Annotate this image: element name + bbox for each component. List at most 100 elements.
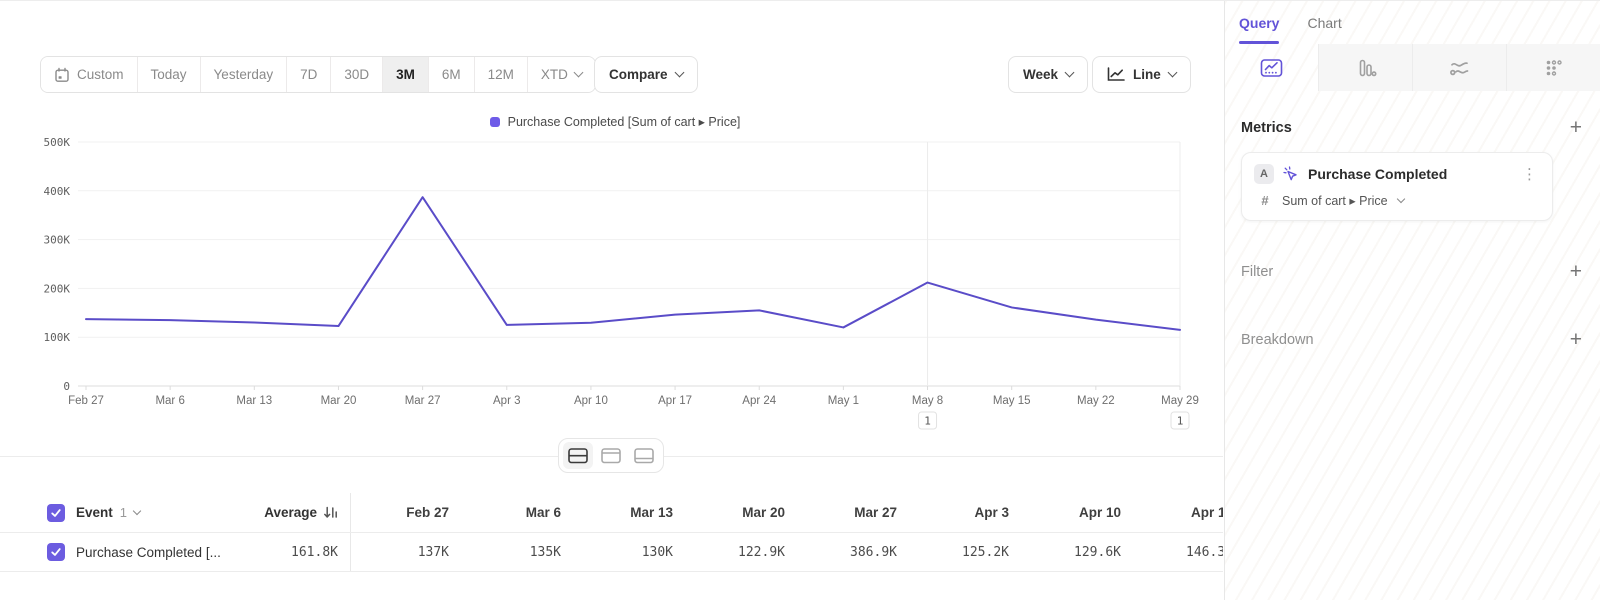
chart-legend: Purchase Completed [Sum of cart ▸ Price] xyxy=(30,114,1200,129)
event-header-label: Event xyxy=(76,505,113,520)
metric-card-event-row: A Purchase Completed ⋮ xyxy=(1254,164,1540,184)
table-row[interactable]: Purchase Completed [... 161.8K 137K 135K 1… xyxy=(0,533,1223,572)
y-axis-tick-label: 300K xyxy=(44,234,71,247)
row-label: Purchase Completed [... xyxy=(76,544,221,560)
table-cell-value: 129.6K xyxy=(1074,544,1121,560)
range-label: Today xyxy=(150,67,187,82)
add-filter-button[interactable]: + xyxy=(1569,260,1582,283)
range-xtd[interactable]: XTD xyxy=(526,57,595,92)
range-label: XTD xyxy=(540,67,568,82)
event-sparkle-icon xyxy=(1283,166,1297,181)
query-builder-sidebar: Query Chart xyxy=(1224,1,1600,600)
interval-select[interactable]: Week xyxy=(1008,56,1089,93)
tab-query-label: Query xyxy=(1239,14,1280,31)
annotation-count: 1 xyxy=(1177,415,1184,428)
metrics-section-header: Metrics + xyxy=(1241,117,1584,138)
funnels-icon xyxy=(1359,59,1376,76)
range-6m[interactable]: 6M xyxy=(427,57,474,92)
average-header-cell[interactable]: Average xyxy=(200,493,338,532)
x-axis-tick-label: May 8 xyxy=(912,395,943,407)
chevron-down-icon xyxy=(1064,67,1075,78)
range-custom[interactable]: Custom xyxy=(41,57,137,92)
interval-label: Week xyxy=(1023,67,1059,82)
x-axis-tick-label: Mar 20 xyxy=(321,395,357,407)
sidebar-tabs: Query Chart xyxy=(1225,1,1600,44)
annotation-badge[interactable] xyxy=(1170,411,1190,430)
line-chart[interactable]: 0 100K 200K 300K 400K 500K Feb 27 Mar 6 Mar 13 Ma… xyxy=(30,131,1200,431)
add-metric-button[interactable]: + xyxy=(1569,116,1582,139)
tab-flows[interactable] xyxy=(1412,44,1506,91)
metrics-title: Metrics xyxy=(1241,119,1292,136)
date-column-headers: Feb 27 Mar 6 Mar 13 Mar 20 Mar 27 Apr 3 Apr 10… xyxy=(351,493,1223,532)
tab-query[interactable]: Query xyxy=(1239,1,1280,44)
table-col-header[interactable]: Mar 27 xyxy=(854,505,897,520)
table-cell-value: 146.3K xyxy=(1186,544,1223,560)
table-col-header[interactable]: Feb 27 xyxy=(406,505,449,520)
range-12m[interactable]: 12M xyxy=(473,57,527,92)
event-header-cell[interactable]: Event 1 xyxy=(76,493,142,532)
x-axis-tick-label: Apr 3 xyxy=(493,395,521,407)
compare-label: Compare xyxy=(609,67,668,82)
tab-funnels[interactable] xyxy=(1318,44,1412,91)
split-view-icon xyxy=(568,447,588,463)
select-all-checkbox[interactable] xyxy=(47,503,65,522)
x-axis-tick-label: May 1 xyxy=(828,395,859,407)
table-col-header[interactable]: Mar 13 xyxy=(630,505,673,520)
date-range-group: Custom Today Yesterday 7D 30D 3M 6M 12M XTD xyxy=(40,56,596,93)
range-3m[interactable]: 3M xyxy=(382,57,428,92)
layout-table-only-button[interactable] xyxy=(629,442,659,469)
chevron-down-icon xyxy=(573,67,584,78)
tab-chart[interactable]: Chart xyxy=(1307,1,1341,44)
chart-type-select[interactable]: Line xyxy=(1092,56,1191,93)
annotation-badge[interactable] xyxy=(918,411,938,430)
metric-event-name: Purchase Completed xyxy=(1308,166,1448,182)
x-axis-tick-label: Apr 24 xyxy=(742,395,776,407)
table-header-row: Event 1 Average Feb 27 Mar 6 Mar 13 Mar 20 M… xyxy=(0,493,1223,533)
range-label: 30D xyxy=(344,67,370,82)
event-count: 1 xyxy=(119,505,127,520)
tab-chart-label: Chart xyxy=(1307,14,1342,31)
table-col-header[interactable]: Apr 3 xyxy=(974,505,1009,520)
insights-icon xyxy=(1260,58,1283,77)
numeric-aggregation-icon: # xyxy=(1261,193,1269,208)
range-7d[interactable]: 7D xyxy=(286,57,331,92)
breakdown-title: Breakdown xyxy=(1241,331,1314,348)
table-col-header[interactable]: Apr 17 xyxy=(1190,505,1223,520)
x-axis-tick-label: May 15 xyxy=(993,395,1031,407)
filter-title: Filter xyxy=(1241,263,1274,280)
y-axis-tick-label: 0 xyxy=(63,380,70,393)
range-label: 12M xyxy=(487,67,514,82)
add-breakdown-button[interactable]: + xyxy=(1569,328,1582,351)
layout-chart-only-button[interactable] xyxy=(596,442,626,469)
layout-split-view-button[interactable] xyxy=(563,442,593,469)
range-label: 6M xyxy=(441,67,461,82)
series-line[interactable] xyxy=(85,196,1181,331)
results-table: Event 1 Average Feb 27 Mar 6 Mar 13 Mar 20 M… xyxy=(0,456,1223,600)
metric-aggregation-row[interactable]: # Sum of cart ▸ Price xyxy=(1254,193,1540,208)
tab-insights[interactable] xyxy=(1225,44,1318,91)
y-axis-tick-label: 200K xyxy=(44,282,71,295)
average-value: 161.8K xyxy=(291,544,338,560)
line-chart-icon xyxy=(1107,67,1125,81)
compare-button[interactable]: Compare xyxy=(594,56,698,93)
y-axis-tick-label: 500K xyxy=(44,136,71,149)
table-cell-value: 137K xyxy=(417,544,449,560)
metric-options-kebab-icon[interactable]: ⋮ xyxy=(1522,165,1537,183)
sort-descending-icon xyxy=(324,506,337,518)
check-icon xyxy=(51,548,61,556)
metric-card[interactable]: A Purchase Completed ⋮ # Sum of cart ▸ P… xyxy=(1241,152,1553,221)
row-checkbox[interactable] xyxy=(47,543,65,561)
range-today[interactable]: Today xyxy=(136,57,200,92)
range-label: 3M xyxy=(396,67,415,82)
tab-retention[interactable] xyxy=(1506,44,1600,91)
breakdown-section-header: Breakdown + xyxy=(1241,329,1584,350)
y-axis-tick-label: 400K xyxy=(44,185,71,198)
table-col-header[interactable]: Apr 10 xyxy=(1078,505,1121,520)
table-col-header[interactable]: Mar 20 xyxy=(742,505,785,520)
table-col-header[interactable]: Mar 6 xyxy=(525,505,561,520)
range-label: Yesterday xyxy=(213,67,274,82)
x-axis-tick-label: Apr 17 xyxy=(658,395,692,407)
range-30d[interactable]: 30D xyxy=(330,57,383,92)
range-yesterday[interactable]: Yesterday xyxy=(199,57,287,92)
check-icon xyxy=(51,508,61,517)
